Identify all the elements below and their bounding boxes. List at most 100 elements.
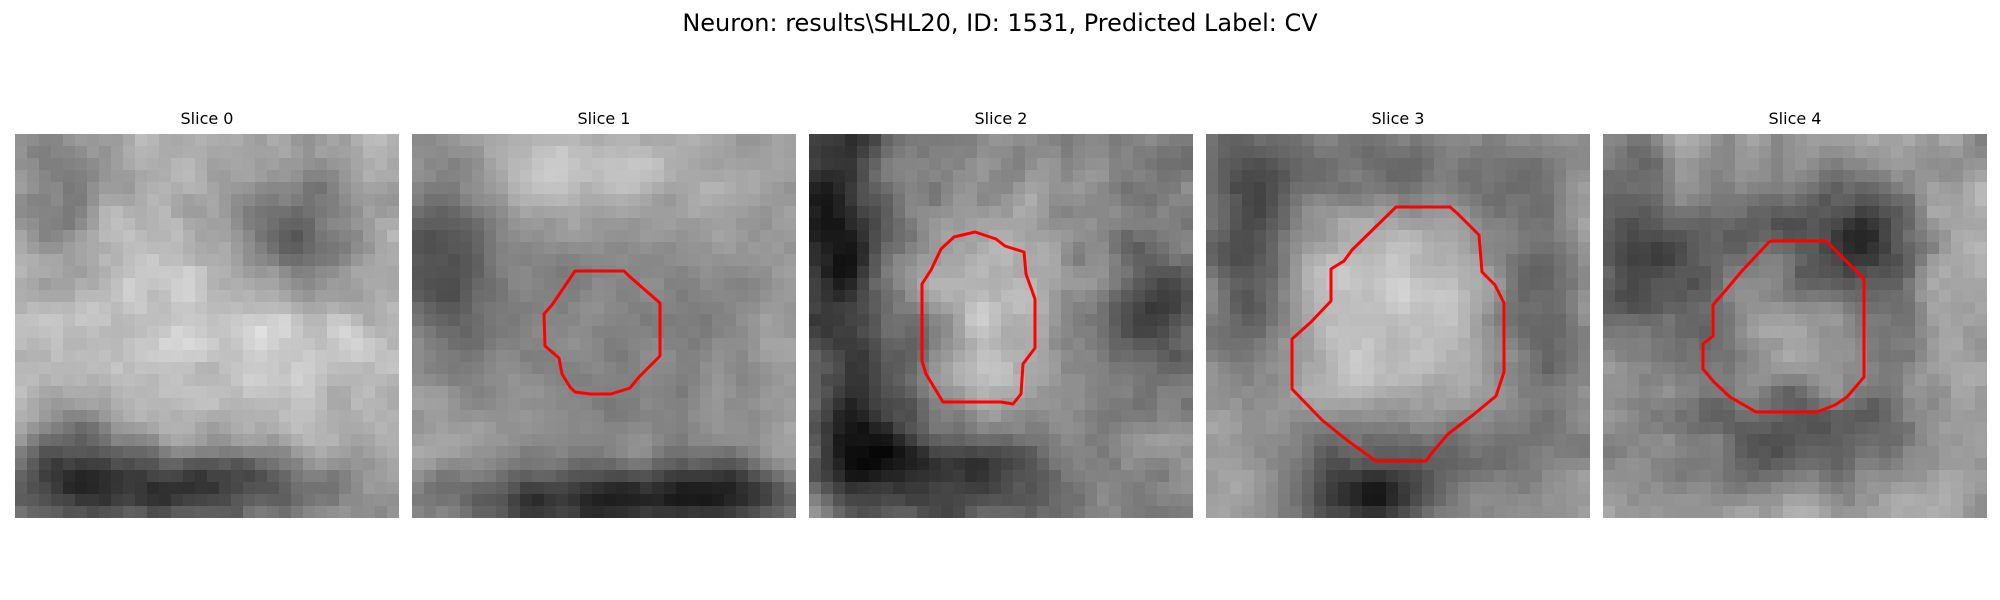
pixel	[1795, 254, 1808, 267]
pixel	[772, 482, 785, 495]
pixel	[1326, 398, 1339, 411]
pixel	[1314, 242, 1327, 255]
pixel	[111, 374, 124, 387]
pixel	[1266, 386, 1279, 399]
pixel	[1735, 194, 1748, 207]
pixel	[1133, 218, 1146, 231]
pixel	[363, 374, 376, 387]
pixel	[1278, 470, 1291, 483]
pixel	[424, 314, 437, 327]
pixel	[893, 446, 906, 459]
pixel	[1061, 134, 1074, 147]
pixel	[1518, 506, 1531, 518]
pixel	[327, 434, 340, 447]
pixel	[448, 206, 461, 219]
pixel	[1446, 362, 1459, 375]
pixel	[809, 326, 822, 339]
pixel	[1675, 350, 1688, 363]
pixel	[51, 266, 64, 279]
pixel	[75, 338, 88, 351]
pixel	[736, 338, 749, 351]
pixel	[1338, 362, 1351, 375]
pixel	[159, 242, 172, 255]
pixel	[1181, 266, 1193, 279]
pixel	[1891, 290, 1904, 303]
pixel	[845, 422, 858, 435]
pixel	[183, 398, 196, 411]
pixel	[652, 134, 665, 147]
pixel	[460, 422, 473, 435]
pixel	[724, 338, 737, 351]
pixel	[375, 170, 388, 183]
pixel	[484, 398, 497, 411]
pixel	[929, 494, 942, 507]
pixel	[1025, 218, 1038, 231]
pixel	[700, 182, 713, 195]
pixel	[15, 398, 28, 411]
pixel	[1699, 350, 1712, 363]
pixel	[1723, 266, 1736, 279]
pixel	[556, 254, 569, 267]
pixel	[231, 194, 244, 207]
pixel	[544, 254, 557, 267]
pixel	[869, 290, 882, 303]
pixel	[1494, 206, 1507, 219]
pixel	[1362, 470, 1375, 483]
pixel	[315, 182, 328, 195]
pixel	[1398, 278, 1411, 291]
pixel	[857, 386, 870, 399]
pixel	[363, 302, 376, 315]
pixel	[99, 350, 112, 363]
pixel	[171, 290, 184, 303]
pixel	[1169, 266, 1182, 279]
pixel	[1771, 230, 1784, 243]
pixel	[628, 494, 641, 507]
pixel	[1482, 218, 1495, 231]
pixel	[1121, 302, 1134, 315]
pixel	[1675, 158, 1688, 171]
pixel	[724, 386, 737, 399]
pixel	[1831, 158, 1844, 171]
pixel	[1326, 242, 1339, 255]
pixel	[472, 218, 485, 231]
pixel	[736, 386, 749, 399]
pixel	[1085, 278, 1098, 291]
pixel	[1037, 338, 1050, 351]
pixel	[1049, 194, 1062, 207]
pixel	[39, 158, 52, 171]
pixel	[231, 146, 244, 159]
pixel	[881, 218, 894, 231]
pixel	[1458, 326, 1471, 339]
pixel	[965, 458, 978, 471]
pixel	[821, 290, 834, 303]
pixel	[75, 446, 88, 459]
pixel	[63, 278, 76, 291]
pixel	[580, 302, 593, 315]
pixel	[772, 362, 785, 375]
pixel	[1314, 434, 1327, 447]
pixel	[1242, 458, 1255, 471]
pixel	[857, 422, 870, 435]
pixel	[1290, 434, 1303, 447]
pixel	[1807, 230, 1820, 243]
pixel	[784, 362, 796, 375]
pixel	[267, 434, 280, 447]
pixel	[1278, 506, 1291, 518]
pixel	[881, 266, 894, 279]
pixel	[977, 206, 990, 219]
pixel	[1879, 266, 1892, 279]
pixel	[147, 218, 160, 231]
pixel	[183, 362, 196, 375]
pixel	[1001, 338, 1014, 351]
pixel	[1675, 194, 1688, 207]
pixel	[1771, 362, 1784, 375]
pixel	[1542, 134, 1555, 147]
pixel	[1963, 398, 1976, 411]
pixel	[1386, 266, 1399, 279]
pixel	[1530, 350, 1543, 363]
pixel	[532, 434, 545, 447]
pixel	[1735, 230, 1748, 243]
pixel	[1206, 410, 1219, 423]
pixel	[1699, 302, 1712, 315]
pixel	[123, 230, 136, 243]
